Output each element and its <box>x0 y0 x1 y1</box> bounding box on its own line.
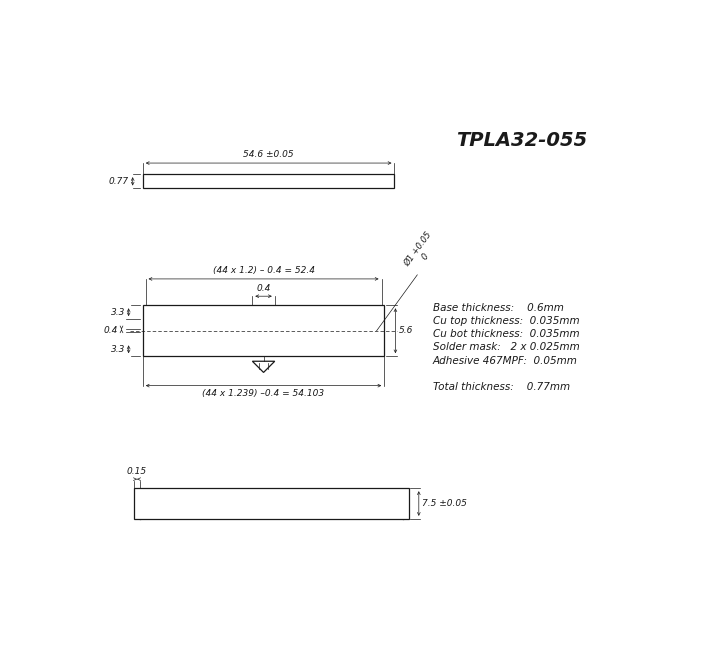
Bar <box>374 321 378 341</box>
Bar <box>210 321 213 341</box>
Bar <box>143 319 384 343</box>
Text: Cu bot thickness:  0.035mm: Cu bot thickness: 0.035mm <box>433 329 579 339</box>
Bar <box>330 321 334 341</box>
Text: 0.4: 0.4 <box>256 284 271 292</box>
Bar <box>199 321 202 341</box>
Bar <box>292 321 296 341</box>
Text: 3.3: 3.3 <box>111 345 125 354</box>
Bar <box>346 321 351 341</box>
Bar <box>134 488 409 519</box>
Bar <box>171 321 175 341</box>
Bar <box>275 321 279 341</box>
Bar <box>182 321 186 341</box>
Bar <box>264 321 269 341</box>
Text: (44 x 1.2) – 0.4 = 52.4: (44 x 1.2) – 0.4 = 52.4 <box>212 267 315 275</box>
Text: 7.5 ±0.05: 7.5 ±0.05 <box>423 499 467 508</box>
Text: Ø1 +0.05
      0: Ø1 +0.05 0 <box>402 230 442 274</box>
Bar <box>319 321 323 341</box>
Bar <box>237 321 240 341</box>
Text: 5.6: 5.6 <box>399 326 413 335</box>
Text: (44 x 1.239) –0.4 = 54.103: (44 x 1.239) –0.4 = 54.103 <box>202 389 325 398</box>
Bar <box>341 321 345 341</box>
Text: Solder mask:   2 x 0.025mm: Solder mask: 2 x 0.025mm <box>433 343 580 352</box>
Bar <box>281 321 284 341</box>
Bar <box>204 321 208 341</box>
Text: Total thickness:    0.77mm: Total thickness: 0.77mm <box>433 382 570 392</box>
Bar <box>231 321 235 341</box>
Bar <box>352 321 356 341</box>
Bar <box>243 321 246 341</box>
Text: 54.6 ±0.05: 54.6 ±0.05 <box>243 150 294 160</box>
Bar <box>325 321 328 341</box>
Bar <box>258 321 263 341</box>
Bar <box>302 321 307 341</box>
Bar <box>358 321 361 341</box>
Bar <box>143 306 384 356</box>
Bar <box>215 321 219 341</box>
Bar <box>160 321 164 341</box>
Bar <box>143 321 148 341</box>
Bar <box>248 321 252 341</box>
Bar <box>220 321 225 341</box>
Bar <box>336 321 340 341</box>
Bar <box>253 321 257 341</box>
Bar <box>226 321 230 341</box>
Bar <box>379 321 384 341</box>
Bar <box>314 321 318 341</box>
Bar <box>308 321 312 341</box>
Bar <box>287 321 290 341</box>
Bar <box>369 321 372 341</box>
Text: Adhesive 467MPF:  0.05mm: Adhesive 467MPF: 0.05mm <box>433 356 577 366</box>
Text: Cu top thickness:  0.035mm: Cu top thickness: 0.035mm <box>433 316 579 326</box>
Bar <box>270 321 274 341</box>
Bar <box>297 321 301 341</box>
Bar <box>166 321 169 341</box>
Bar <box>363 321 367 341</box>
Text: 0.4: 0.4 <box>104 326 118 335</box>
Text: TPLA32-055: TPLA32-055 <box>456 131 587 150</box>
Bar <box>155 321 158 341</box>
Bar <box>176 321 181 341</box>
Bar <box>193 321 197 341</box>
Bar <box>187 321 192 341</box>
Bar <box>143 174 395 189</box>
Text: 3.3: 3.3 <box>111 308 125 317</box>
Text: 0.15: 0.15 <box>127 467 147 476</box>
Text: Base thickness:    0.6mm: Base thickness: 0.6mm <box>433 303 564 313</box>
Text: 0.77: 0.77 <box>109 177 129 186</box>
Bar <box>149 321 153 341</box>
